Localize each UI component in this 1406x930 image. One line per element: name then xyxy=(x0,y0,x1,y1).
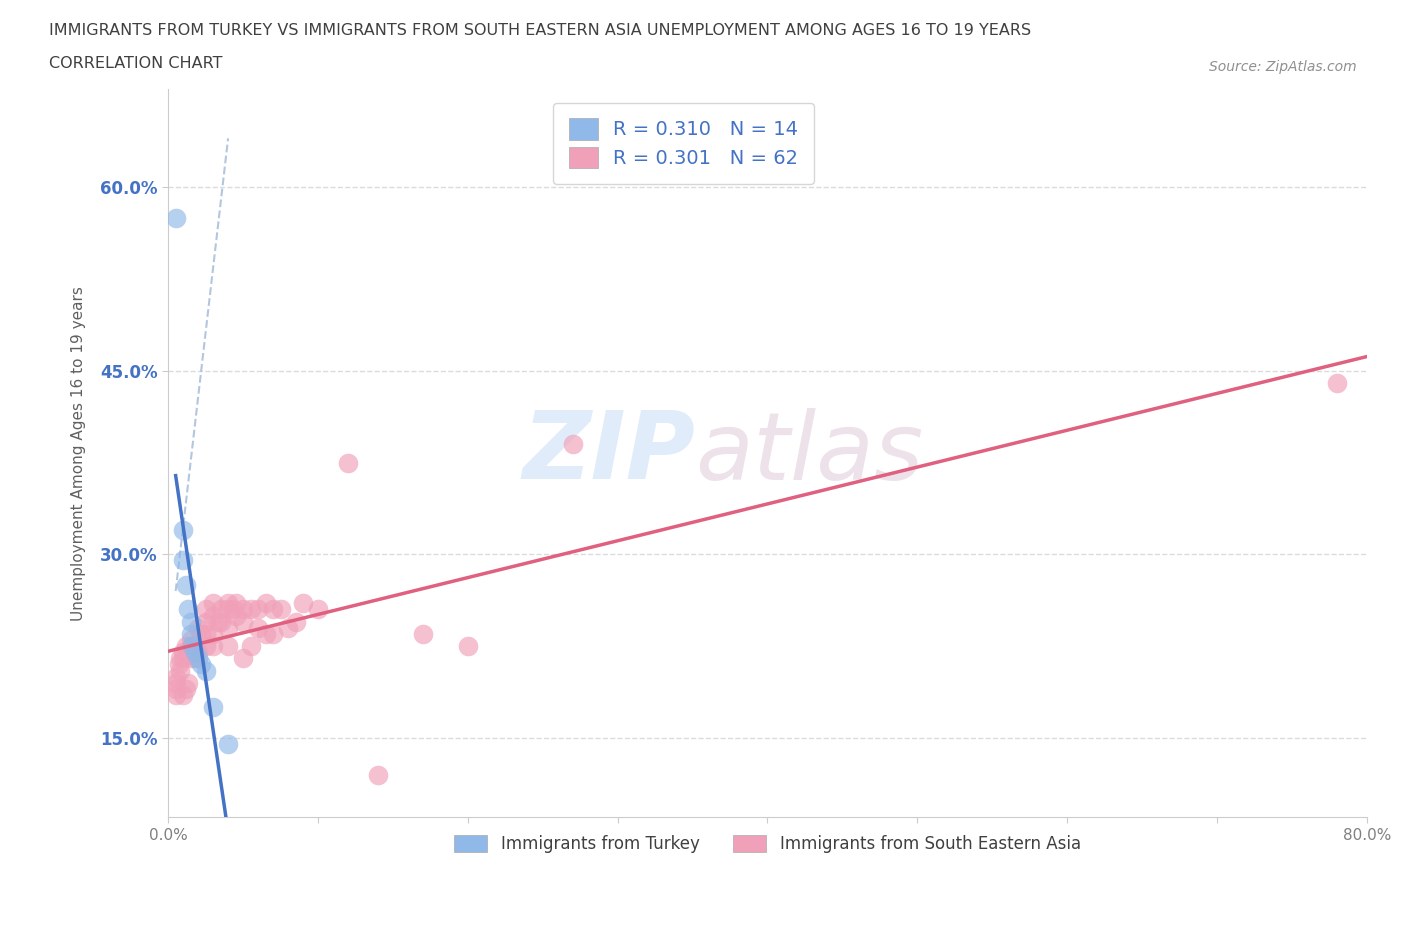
Point xyxy=(209,614,232,629)
Point xyxy=(172,553,194,568)
Point xyxy=(217,602,239,617)
Point xyxy=(169,651,191,666)
Point xyxy=(184,651,207,666)
Point xyxy=(180,614,202,629)
Point xyxy=(1326,376,1348,391)
Text: ZIP: ZIP xyxy=(523,407,696,499)
Point xyxy=(194,639,217,654)
Point xyxy=(202,639,225,654)
Point xyxy=(217,737,239,751)
Point xyxy=(262,627,284,642)
Point xyxy=(167,657,190,671)
Point xyxy=(180,627,202,642)
Text: CORRELATION CHART: CORRELATION CHART xyxy=(49,56,222,71)
Point xyxy=(292,596,315,611)
Point xyxy=(254,627,277,642)
Point xyxy=(194,602,217,617)
Point xyxy=(202,608,225,623)
Point xyxy=(254,596,277,611)
Point xyxy=(174,578,197,592)
Point xyxy=(180,651,202,666)
Y-axis label: Unemployment Among Ages 16 to 19 years: Unemployment Among Ages 16 to 19 years xyxy=(72,286,86,621)
Point xyxy=(165,687,187,702)
Point xyxy=(202,700,225,715)
Point xyxy=(457,639,479,654)
Point xyxy=(172,644,194,659)
Point xyxy=(247,620,270,635)
Point xyxy=(181,639,204,654)
Point xyxy=(207,614,229,629)
Point xyxy=(221,602,243,617)
Point xyxy=(169,663,191,678)
Point xyxy=(180,639,202,654)
Point xyxy=(165,682,187,697)
Point xyxy=(232,651,254,666)
Point xyxy=(239,639,262,654)
Point xyxy=(165,675,187,690)
Point xyxy=(194,614,217,629)
Point xyxy=(225,596,247,611)
Point xyxy=(172,651,194,666)
Point xyxy=(202,627,225,642)
Point xyxy=(194,627,217,642)
Point xyxy=(232,602,254,617)
Point xyxy=(174,639,197,654)
Point xyxy=(202,596,225,611)
Point xyxy=(307,602,329,617)
Text: atlas: atlas xyxy=(696,408,924,498)
Point xyxy=(336,455,359,470)
Point xyxy=(225,608,247,623)
Point xyxy=(187,651,209,666)
Text: Source: ZipAtlas.com: Source: ZipAtlas.com xyxy=(1209,60,1357,74)
Point xyxy=(284,614,307,629)
Point xyxy=(183,644,205,659)
Point xyxy=(217,620,239,635)
Point xyxy=(232,614,254,629)
Legend: Immigrants from Turkey, Immigrants from South Eastern Asia: Immigrants from Turkey, Immigrants from … xyxy=(447,829,1087,860)
Point xyxy=(217,596,239,611)
Point xyxy=(180,632,202,647)
Point xyxy=(217,639,239,654)
Point xyxy=(187,620,209,635)
Point xyxy=(209,602,232,617)
Point xyxy=(184,644,207,659)
Point xyxy=(561,437,583,452)
Point xyxy=(172,687,194,702)
Point xyxy=(176,602,198,617)
Point xyxy=(270,602,292,617)
Point xyxy=(176,644,198,659)
Point xyxy=(190,627,212,642)
Point xyxy=(176,675,198,690)
Text: IMMIGRANTS FROM TURKEY VS IMMIGRANTS FROM SOUTH EASTERN ASIA UNEMPLOYMENT AMONG : IMMIGRANTS FROM TURKEY VS IMMIGRANTS FRO… xyxy=(49,23,1032,38)
Point xyxy=(172,523,194,538)
Point xyxy=(165,210,187,225)
Point xyxy=(174,682,197,697)
Point xyxy=(367,767,389,782)
Point xyxy=(412,627,434,642)
Point xyxy=(187,644,209,659)
Point xyxy=(247,602,270,617)
Point xyxy=(239,602,262,617)
Point xyxy=(277,620,299,635)
Point xyxy=(194,663,217,678)
Point xyxy=(262,602,284,617)
Point xyxy=(190,657,212,671)
Point xyxy=(165,670,187,684)
